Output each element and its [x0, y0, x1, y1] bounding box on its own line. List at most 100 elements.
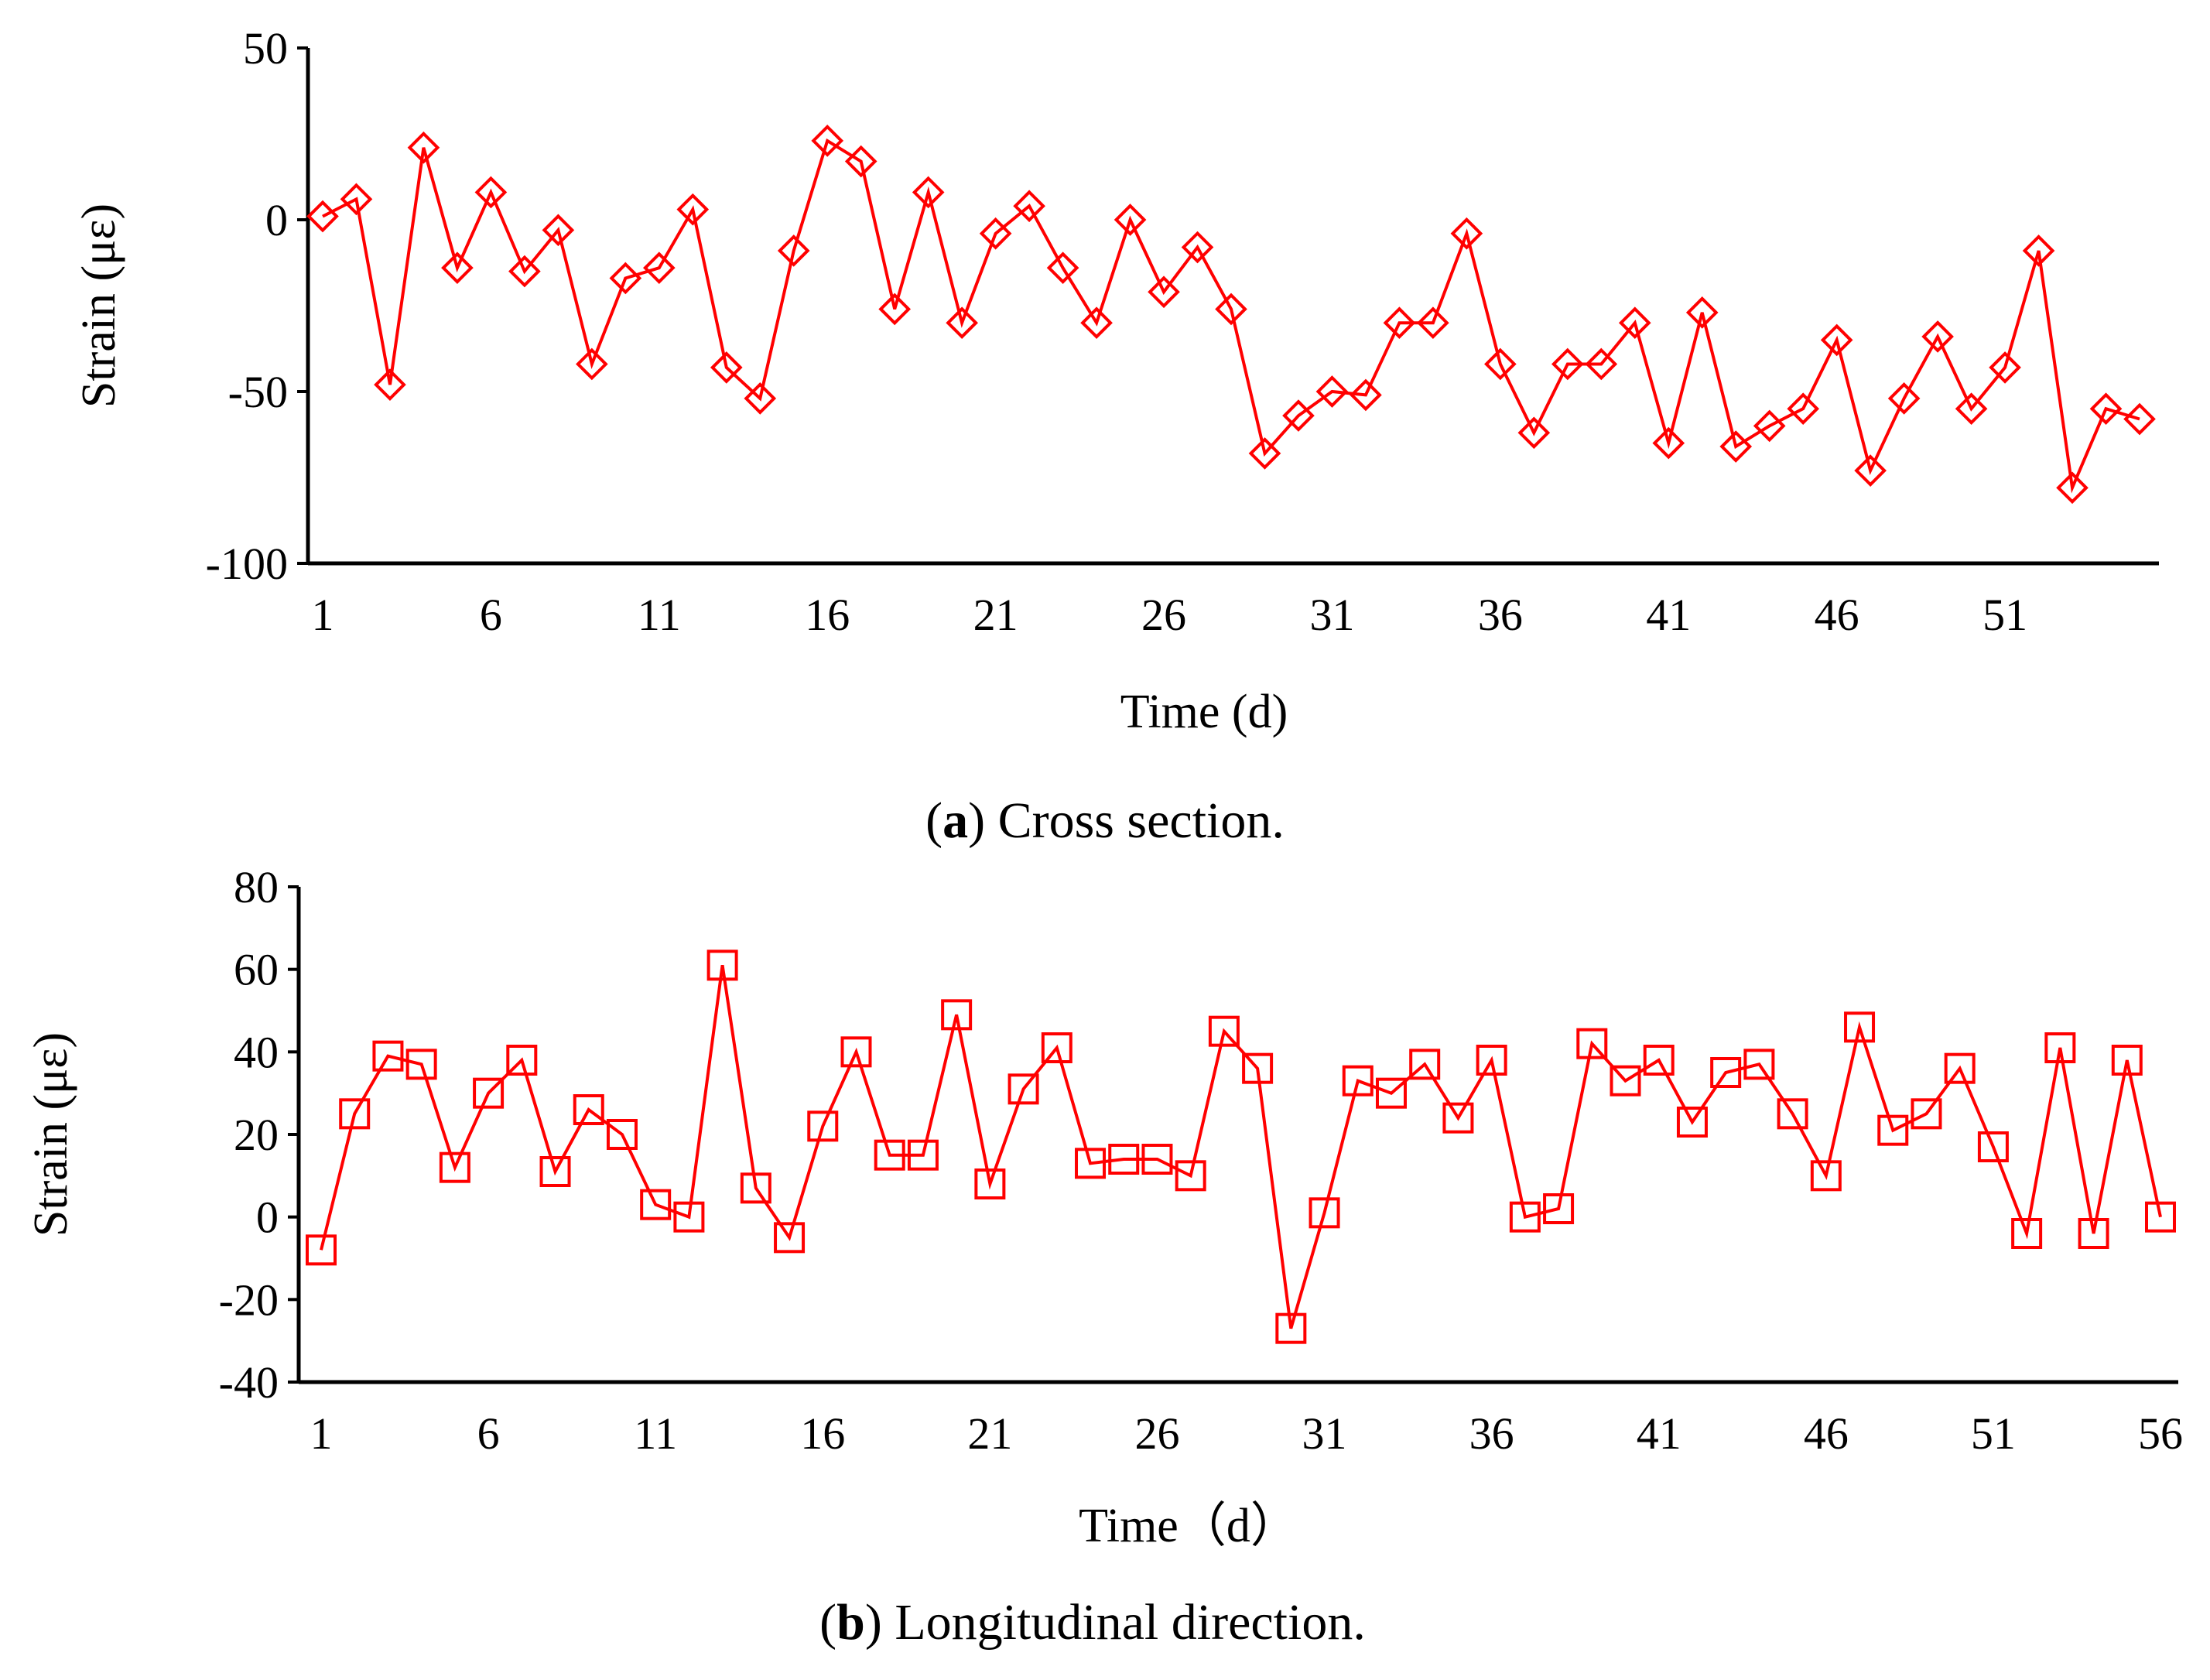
data-point-diamond: [1820, 323, 1853, 357]
data-point-square: [1141, 1144, 1173, 1175]
data-point-square: [473, 1077, 505, 1109]
panel-a-caption-text: Cross section.: [998, 792, 1285, 849]
data-point-square: [439, 1151, 470, 1183]
data-point-diamond: [1787, 392, 1820, 426]
data-point-square: [941, 999, 973, 1031]
panel-b-caption-text: Longitudinal direction.: [895, 1594, 1366, 1651]
data-point-square: [405, 1049, 437, 1080]
panel-a-x-ticks: 1 6 11 16 21 26 31 36 41 46 51: [312, 590, 2028, 640]
panel-a-x-axis-title: Time (d): [1120, 686, 1288, 738]
x-tick-label: 36: [1469, 1408, 1514, 1459]
data-point-diamond: [946, 306, 978, 340]
y-tick-label: 50: [243, 23, 288, 74]
data-point-diamond: [1585, 347, 1618, 381]
data-point-square: [606, 1119, 638, 1150]
data-point-diamond: [1013, 190, 1045, 223]
data-point-diamond: [1181, 231, 1214, 264]
x-tick-label: 36: [1478, 590, 1523, 640]
panel-a-y-axis-title: Strain (με): [73, 204, 125, 408]
data-point-diamond: [642, 251, 676, 284]
x-tick-label: 26: [1141, 590, 1186, 640]
data-point-square: [874, 1139, 905, 1171]
y-tick-label: -20: [219, 1275, 279, 1325]
x-tick-label: 1: [312, 590, 334, 640]
data-point-diamond: [1719, 430, 1753, 463]
data-point-diamond: [1350, 378, 1382, 412]
data-point-diamond: [844, 145, 878, 178]
data-point-square: [1442, 1102, 1474, 1134]
data-point-diamond: [441, 251, 474, 284]
panel-a-series-line: [322, 138, 2140, 494]
y-tick-label: -100: [206, 539, 288, 589]
y-tick-label: 40: [234, 1027, 279, 1077]
data-point-diamond: [1921, 320, 1954, 353]
x-tick-label: 16: [805, 590, 850, 640]
panel-b-x-ticks: 1 6 11 16 21 26 31 36 41 46 51 56: [310, 1408, 2184, 1459]
panel-b-y-axis-title: Strain (με): [25, 1032, 77, 1237]
y-tick-label: 0: [256, 1192, 279, 1243]
data-point-square: [1309, 1197, 1340, 1229]
data-point-square: [1643, 1045, 1675, 1076]
data-point-diamond: [1417, 306, 1449, 340]
x-tick-label: 51: [1971, 1408, 2016, 1459]
y-tick-label: 20: [234, 1110, 279, 1160]
data-point-diamond: [1046, 251, 1079, 284]
data-point-square: [1743, 1049, 1775, 1080]
data-point-diamond: [1215, 293, 1247, 326]
data-point-square: [706, 949, 738, 981]
data-point-square: [740, 1172, 771, 1204]
y-tick-label: -40: [219, 1357, 279, 1408]
data-point-square: [1008, 1073, 1039, 1105]
y-tick-label: 60: [234, 945, 279, 995]
data-point-square: [1242, 1052, 1274, 1084]
x-tick-label: 16: [800, 1408, 845, 1459]
data-point-square: [1208, 1015, 1240, 1047]
data-point-diamond: [1383, 306, 1416, 340]
data-point-diamond: [1618, 306, 1651, 340]
data-point-square: [2011, 1218, 2043, 1249]
panel-a-markers: [306, 125, 2156, 505]
y-tick-label: 0: [265, 195, 288, 245]
x-tick-label: 56: [2138, 1408, 2183, 1459]
x-tick-label: 41: [1637, 1408, 1681, 1459]
data-point-square: [1476, 1045, 1507, 1076]
x-tick-label: 41: [1646, 590, 1691, 640]
data-point-diamond: [542, 214, 575, 247]
data-point-square: [1409, 1049, 1441, 1080]
data-point-square: [1041, 1032, 1072, 1063]
data-point-square: [840, 1036, 872, 1068]
x-tick-label: 1: [310, 1408, 333, 1459]
panel-b-y-ticks: 80 60 40 20 0 -20 -40: [219, 862, 299, 1408]
data-point-diamond: [374, 368, 406, 401]
data-point-square: [1777, 1098, 1808, 1130]
data-point-diamond: [306, 200, 339, 233]
panel-b-caption-letter: b: [836, 1594, 865, 1651]
x-tick-label: 11: [634, 1408, 677, 1459]
data-point-diamond: [1517, 416, 1551, 450]
data-point-diamond: [340, 183, 373, 216]
data-point-diamond: [576, 347, 608, 381]
data-point-diamond: [2022, 234, 2055, 267]
data-point-square: [306, 1234, 337, 1266]
data-point-diamond: [811, 125, 844, 157]
data-point-square: [539, 1156, 571, 1187]
data-point-square: [1877, 1114, 1909, 1146]
data-point-diamond: [676, 193, 710, 226]
data-point-square: [1844, 1011, 1876, 1043]
data-point-square: [1108, 1144, 1140, 1175]
data-point-diamond: [508, 255, 541, 288]
data-point-square: [1710, 1057, 1742, 1088]
data-point-square: [1911, 1098, 1942, 1130]
data-point-diamond: [1551, 347, 1584, 381]
data-point-square: [2111, 1045, 2143, 1076]
data-point-diamond: [2089, 392, 2123, 426]
data-point-diamond: [474, 176, 508, 209]
data-point-square: [1576, 1028, 1608, 1059]
data-point-diamond: [744, 382, 777, 415]
data-point-square: [372, 1040, 404, 1072]
data-point-diamond: [1989, 351, 2021, 384]
data-point-square: [1509, 1201, 1541, 1233]
data-point-square: [1944, 1052, 1976, 1084]
x-tick-label: 11: [638, 590, 681, 640]
x-tick-label: 51: [1982, 590, 2027, 640]
